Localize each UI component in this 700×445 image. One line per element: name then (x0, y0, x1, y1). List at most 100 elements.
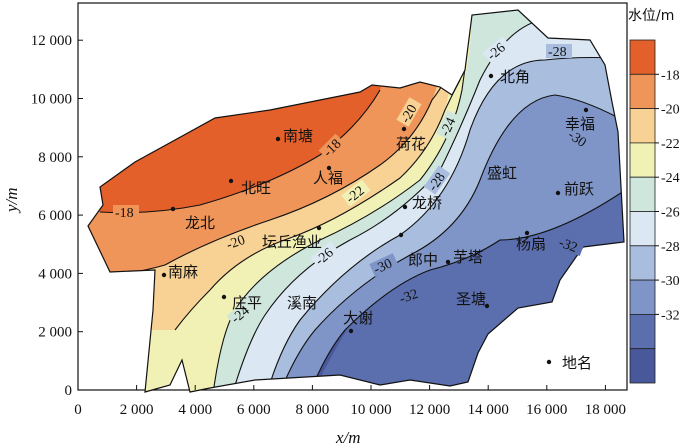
colorbar-cell (629, 211, 656, 247)
place-renfu: 人福 (313, 165, 343, 187)
colorbar-cell (629, 39, 656, 75)
place-shenghong: 盛虹 (487, 164, 517, 182)
contour-18 (99, 89, 381, 214)
x-tick-label: 2 000 (120, 402, 154, 418)
colorbar-tick-label: -30 (661, 274, 680, 289)
colorbar-cell (629, 142, 656, 178)
colorbar-tick-label: -24 (661, 171, 680, 186)
place-nanma: 南麻 (161, 263, 198, 281)
place-nantang: 南塘 (275, 127, 313, 145)
contour-30 (269, 94, 624, 392)
svg-text:芋塔: 芋塔 (453, 248, 483, 266)
x-tick-label: 0 (74, 402, 82, 418)
colorbar-ticks: -18 -20 -22 -24 -26 -28 -30 -32 (655, 68, 680, 323)
place-beiwang: 北旺 (228, 178, 271, 197)
x-tick-label: 4 000 (178, 402, 212, 418)
place-xinan: 溪南 (287, 294, 317, 312)
colorbar-cell (629, 279, 656, 315)
legend-marker (546, 359, 552, 365)
svg-text:南塘: 南塘 (283, 127, 313, 145)
svg-text:前跃: 前跃 (564, 180, 594, 198)
place-legend: 地名 (546, 354, 592, 372)
svg-text:荷花: 荷花 (396, 135, 426, 153)
legend-label: 地名 (562, 354, 592, 372)
svg-text:-28: -28 (548, 45, 567, 60)
svg-text:圣塘: 圣塘 (456, 290, 486, 308)
contour-label: -30 (369, 253, 399, 278)
x-axis-ticks: 0 2 000 4 000 6 000 8 000 10 000 12 000 14 000 1… (74, 385, 626, 418)
svg-text:杨扇: 杨扇 (516, 235, 546, 253)
place-zhuangping: 庄平 (221, 294, 262, 312)
x-tick-label: 18 000 (585, 402, 626, 418)
svg-text:龙北: 龙北 (185, 214, 215, 232)
place-qianyue: 前跃 (555, 180, 594, 198)
contour-label: -20 (222, 229, 252, 253)
y-tick-label: 6 000 (38, 208, 72, 224)
place-yuta: 芋塔 (445, 248, 483, 266)
svg-text:-32: -32 (557, 236, 580, 256)
study-area-boundary (87, 9, 625, 393)
colorbar-cell (629, 348, 656, 384)
place-longqiao: 龙桥 (402, 194, 442, 212)
colorbar: 水位/m -18 -20 -22 -24 -26 -28 -30 -32 (628, 8, 680, 384)
colorbar-tick-label: -22 (661, 137, 680, 152)
svg-text:-24: -24 (438, 116, 459, 139)
svg-text:北旺: 北旺 (241, 179, 271, 197)
x-tick-label: 16 000 (526, 402, 567, 418)
y-tick-label: 12 000 (31, 33, 72, 49)
svg-text:郎中: 郎中 (408, 251, 438, 269)
place-xingfu: 幸福 (565, 107, 595, 133)
y-tick-label: 4 000 (38, 266, 72, 282)
contour-28 (259, 56, 624, 392)
contour-label: -32 (555, 233, 585, 256)
svg-text:溪南: 溪南 (287, 294, 317, 312)
colorbar-tick-label: -18 (661, 68, 680, 83)
svg-text:-30: -30 (371, 256, 394, 277)
place-langzhong: 郎中 (398, 232, 438, 269)
x-axis-label: x/m (335, 428, 361, 445)
colorbar-tick-label: -28 (661, 240, 680, 255)
contour-32 (299, 179, 624, 392)
y-tick-label: 0 (65, 383, 73, 399)
contour-label: -18 (113, 205, 139, 221)
colorbar-tick-label: -26 (661, 206, 680, 221)
place-hehua: 荷花 (396, 126, 426, 153)
colorbar-title: 水位/m (628, 8, 674, 24)
svg-text:龙桥: 龙桥 (412, 194, 442, 212)
svg-text:-32: -32 (398, 287, 421, 307)
contour-label: -32 (395, 283, 425, 307)
svg-text:坛丘渔业: 坛丘渔业 (262, 233, 322, 251)
svg-text:北角: 北角 (500, 68, 530, 86)
place-markers: 南塘 荷花 人福 北旺 龙北 坛丘渔业 龙桥 郎中 南麻 庄平 溪南 大谢 芋塔… (161, 68, 595, 334)
x-tick-label: 8 000 (296, 402, 330, 418)
x-tick-label: 10 000 (350, 402, 391, 418)
svg-text:南麻: 南麻 (168, 263, 198, 281)
contour-22 (174, 79, 461, 331)
x-tick-label: 12 000 (409, 402, 450, 418)
place-longbei: 龙北 (170, 206, 215, 232)
svg-text:大谢: 大谢 (343, 309, 373, 327)
svg-text:-20: -20 (225, 233, 248, 253)
x-tick-label: 14 000 (468, 402, 509, 418)
contour-label: -28 (546, 44, 572, 60)
svg-text:盛虹: 盛虹 (487, 164, 517, 182)
colorbar-cells (629, 39, 656, 384)
colorbar-tick-label: -20 (661, 103, 680, 118)
colorbar-cell (629, 313, 656, 350)
place-tanqiu-fishery: 坛丘渔业 (262, 225, 322, 251)
place-daxie: 大谢 (343, 309, 373, 334)
x-tick-label: 6 000 (237, 402, 271, 418)
svg-text:-18: -18 (115, 206, 134, 221)
place-beijiao: 北角 (488, 68, 530, 86)
svg-text:幸福: 幸福 (565, 115, 595, 133)
y-tick-label: 8 000 (38, 150, 72, 166)
place-shengtang: 圣塘 (456, 290, 490, 309)
place-yangshan: 杨扇 (516, 230, 546, 253)
y-axis-ticks: 0 2 000 4 000 6 000 8 000 10 000 12 000 (31, 33, 83, 399)
contour-20 (99, 79, 446, 276)
colorbar-cell (629, 108, 656, 144)
colorbar-cell (629, 245, 656, 281)
contour-26 (224, 19, 541, 392)
